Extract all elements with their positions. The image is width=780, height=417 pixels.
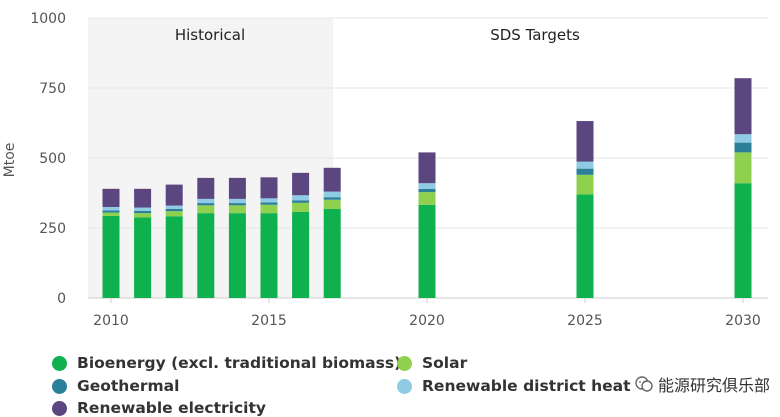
bar-segment-2011-series-3[interactable] <box>134 207 152 211</box>
bar-segment-2025-series-4[interactable] <box>576 121 594 162</box>
legend-label-district-heat: Renewable district heat <box>422 377 631 395</box>
x-tick-label: 2015 <box>251 313 287 329</box>
stacked-bar-chart: 0 250 500 750 1000 2010 2015 2020 2025 2030 Mtoe… <box>2 11 768 329</box>
bar-segment-2016-series-0[interactable] <box>292 211 310 298</box>
bar-segment-2030-series-1[interactable] <box>734 152 752 184</box>
y-tick-label: 750 <box>39 81 66 97</box>
bar-segment-2010-series-2[interactable] <box>102 210 120 213</box>
bar-segment-2012-series-4[interactable] <box>165 184 183 206</box>
bar-segment-2014-series-3[interactable] <box>228 198 246 204</box>
bar-segment-2025-series-3[interactable] <box>576 161 594 169</box>
legend-swatch-geothermal <box>52 378 67 394</box>
x-tick-label: 2030 <box>725 313 761 329</box>
bar-segment-2025-series-0[interactable] <box>576 194 594 298</box>
region-label-sds-targets: SDS Targets <box>490 26 580 44</box>
bar-segment-2014-series-0[interactable] <box>228 213 246 298</box>
bar-segment-2011-series-4[interactable] <box>134 188 152 208</box>
bar-segment-2017-series-0[interactable] <box>323 208 341 298</box>
bar-segment-2012-series-3[interactable] <box>165 205 183 209</box>
bar-segment-2015-series-1[interactable] <box>260 204 278 214</box>
bar-segment-2010-series-4[interactable] <box>102 188 120 207</box>
y-axis-title: Mtoe <box>2 143 18 178</box>
bar-segment-2010-series-0[interactable] <box>102 215 120 298</box>
bar-segment-2025-series-2[interactable] <box>576 168 594 175</box>
x-tick-label: 2025 <box>567 313 603 329</box>
bars <box>102 78 752 298</box>
bar-segment-2015-series-2[interactable] <box>260 202 278 205</box>
bar-segment-2017-series-4[interactable] <box>323 167 341 192</box>
legend-swatch-bioenergy <box>52 355 67 371</box>
bar-segment-2012-series-0[interactable] <box>165 216 183 298</box>
bar-segment-2011-series-0[interactable] <box>134 217 152 298</box>
x-tick-label: 2020 <box>409 313 445 329</box>
bar-segment-2030-series-4[interactable] <box>734 78 752 135</box>
bar-segment-2025-series-1[interactable] <box>576 174 594 195</box>
legend-item-bioenergy[interactable]: Bioenergy (excl. traditional biomass) <box>52 354 401 372</box>
bar-segment-2016-series-4[interactable] <box>292 172 310 196</box>
bar-segment-2013-series-1[interactable] <box>197 205 215 214</box>
bar-segment-2020-series-0[interactable] <box>418 204 436 298</box>
legend-label-solar: Solar <box>422 354 468 372</box>
bar-segment-2015-series-0[interactable] <box>260 213 278 298</box>
y-tick-label: 0 <box>57 291 66 307</box>
bar-segment-2020-series-1[interactable] <box>418 192 436 205</box>
bar-segment-2011-series-2[interactable] <box>134 210 152 214</box>
legend-item-geothermal[interactable]: Geothermal <box>52 377 179 395</box>
bar-segment-2012-series-1[interactable] <box>165 211 183 217</box>
y-tick-label: 250 <box>39 221 66 237</box>
bar-segment-2017-series-3[interactable] <box>323 191 341 198</box>
bar-segment-2017-series-2[interactable] <box>323 197 341 200</box>
y-tick-label: 500 <box>39 151 66 167</box>
legend-swatch-renewable-electricity <box>52 400 67 416</box>
watermark-text: 能源研究俱乐部 <box>657 376 770 395</box>
y-tick-label: 1000 <box>30 11 66 27</box>
bar-segment-2020-series-3[interactable] <box>418 183 436 189</box>
legend-label-renewable-electricity: Renewable electricity <box>77 399 266 417</box>
legend: Bioenergy (excl. traditional biomass) So… <box>52 352 732 417</box>
bar-segment-2030-series-2[interactable] <box>734 142 752 153</box>
bar-segment-2010-series-1[interactable] <box>102 212 120 216</box>
bar-segment-2017-series-1[interactable] <box>323 199 341 209</box>
y-axis-ticks: 0 250 500 750 1000 <box>30 11 66 307</box>
bar-segment-2020-series-2[interactable] <box>418 188 436 193</box>
bar-segment-2013-series-4[interactable] <box>197 177 215 199</box>
legend-item-renewable-electricity[interactable]: Renewable electricity <box>52 399 266 417</box>
watermark: 能源研究俱乐部 <box>631 372 772 396</box>
legend-item-solar[interactable]: Solar <box>397 354 467 372</box>
bar-segment-2014-series-2[interactable] <box>228 203 246 206</box>
bar-segment-2030-series-3[interactable] <box>734 134 752 143</box>
wechat-icon <box>635 376 653 392</box>
bar-segment-2014-series-1[interactable] <box>228 205 246 214</box>
bar-segment-2013-series-3[interactable] <box>197 198 215 204</box>
legend-swatch-district-heat <box>397 378 412 394</box>
x-tick-label: 2010 <box>93 313 129 329</box>
bar-segment-2014-series-4[interactable] <box>228 177 246 199</box>
bar-segment-2015-series-4[interactable] <box>260 177 278 199</box>
region-label-historical: Historical <box>175 26 245 44</box>
x-axis-ticks: 2010 2015 2020 2025 2030 <box>93 298 761 329</box>
legend-label-bioenergy: Bioenergy (excl. traditional biomass) <box>77 354 402 372</box>
bar-segment-2013-series-2[interactable] <box>197 203 215 206</box>
legend-label-geothermal: Geothermal <box>77 377 180 395</box>
bar-segment-2016-series-2[interactable] <box>292 200 310 203</box>
bar-segment-2016-series-1[interactable] <box>292 202 310 212</box>
bar-segment-2010-series-3[interactable] <box>102 207 120 211</box>
bar-segment-2030-series-0[interactable] <box>734 183 752 298</box>
legend-item-district-heat[interactable]: Renewable district heat <box>397 377 631 395</box>
bar-segment-2020-series-4[interactable] <box>418 152 436 184</box>
bar-segment-2016-series-3[interactable] <box>292 195 310 201</box>
legend-swatch-solar <box>397 355 412 371</box>
bar-segment-2011-series-1[interactable] <box>134 213 152 218</box>
bar-segment-2015-series-3[interactable] <box>260 198 278 203</box>
bar-segment-2012-series-2[interactable] <box>165 208 183 212</box>
bar-segment-2013-series-0[interactable] <box>197 213 215 298</box>
